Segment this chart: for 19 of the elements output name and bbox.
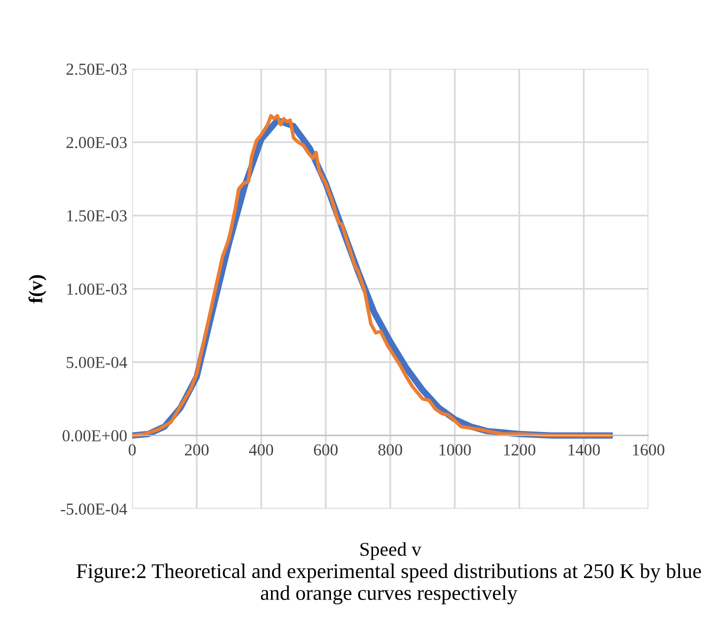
x-tick-label: 200 [184,444,209,456]
x-tick-label: 1200 [504,444,536,456]
x-tick-label: 600 [314,444,338,456]
y-tick-label: -5.00E-04 [60,503,128,515]
x-tick-label: 1600 [633,444,664,456]
x-axis-title: Speed v [360,542,422,560]
y-axis-title: f(v) [28,275,46,304]
y-tick-label: 1.50E-03 [67,210,127,222]
y-tick-label: 1.00E-03 [67,284,127,295]
y-tick-label: 2.50E-03 [66,64,127,75]
y-tick-label: 2.00E-03 [66,136,127,148]
x-tick-label: 400 [249,444,274,456]
x-tick-label: 1000 [440,444,471,456]
x-tick-label: 0 [128,444,136,456]
y-tick-label: 5.00E-04 [66,356,128,368]
x-tick-label: 1400 [568,444,600,456]
y-tick-label: 0.00E+00 [62,430,127,442]
x-tick-label: 800 [378,444,402,456]
text: Figure:2 Theoretical and experimental speed distributions at 250 K by blue and orange curves respectively [76,564,701,604]
